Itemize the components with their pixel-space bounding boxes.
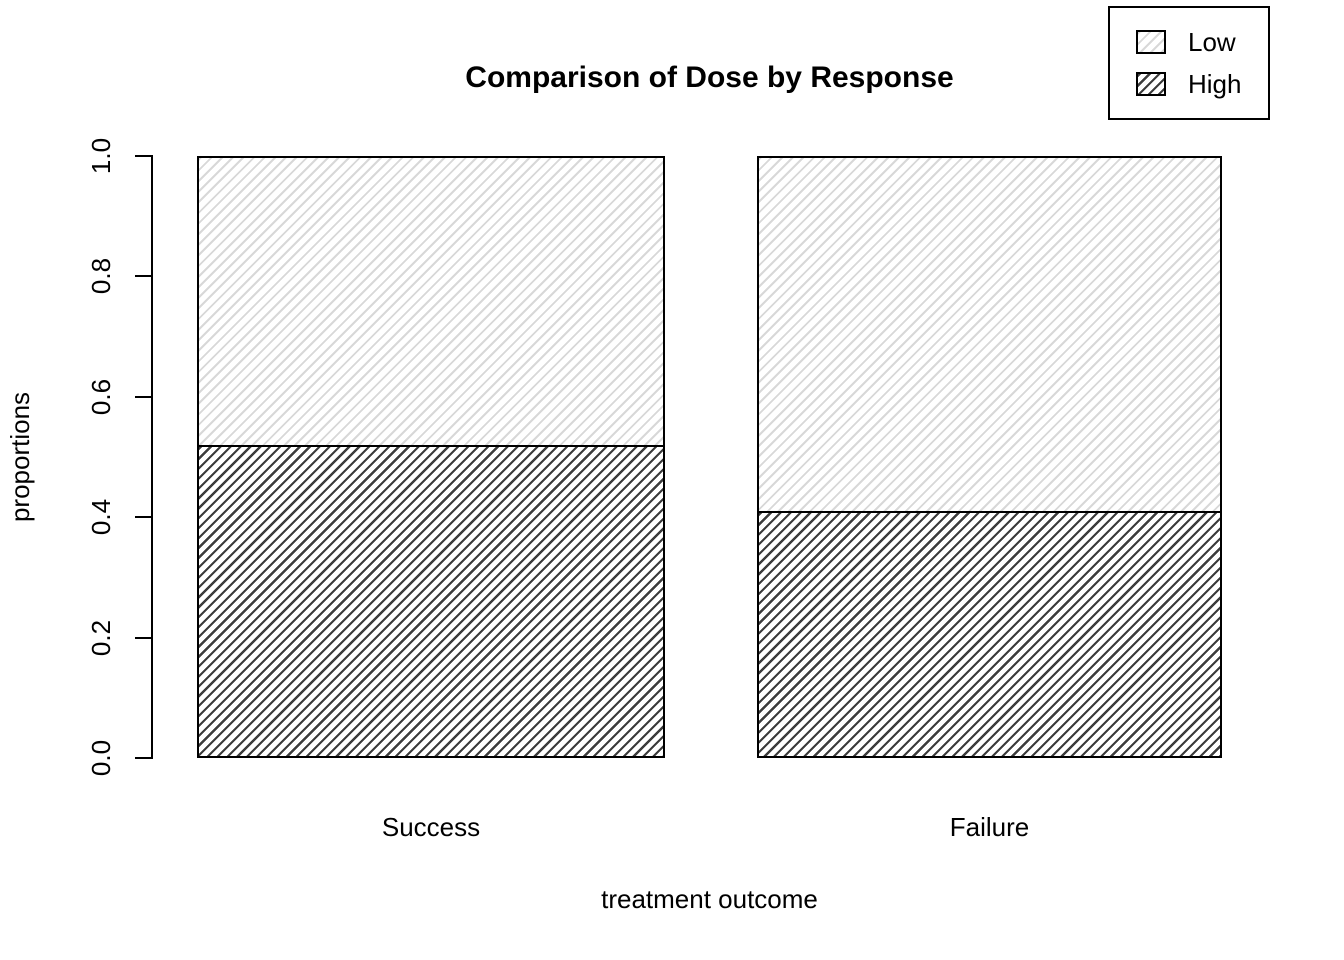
- legend-item-low: Low: [1136, 27, 1268, 57]
- x-category-label-success: Success: [381, 812, 481, 842]
- y-axis-tick: [135, 395, 151, 398]
- x-axis-label: treatment outcome: [601, 884, 818, 914]
- bar-failure-high-segment: [757, 511, 1222, 758]
- y-axis-label: proportions: [5, 391, 35, 523]
- y-axis-tick-label: 0.4: [86, 499, 116, 536]
- y-axis-tick-label: 0.8: [86, 258, 116, 295]
- y-axis-tick: [135, 757, 151, 759]
- y-axis-tick: [135, 516, 151, 519]
- x-category-label-failure: Failure: [949, 812, 1030, 842]
- bar-success: [197, 156, 665, 758]
- bar-success-low-segment: [197, 156, 665, 447]
- y-axis-tick: [135, 275, 151, 278]
- chart-title: Comparison of Dose by Response: [465, 61, 954, 94]
- y-axis-tick: [135, 636, 151, 639]
- y-axis-tick-label: 0.0: [86, 739, 116, 777]
- y-axis-tick: [135, 155, 151, 157]
- legend-swatch-high-icon: [1136, 72, 1166, 96]
- legend-item-high: High: [1136, 69, 1268, 99]
- bar-success-high-segment: [197, 445, 665, 758]
- bar-failure-low-segment: [757, 156, 1222, 513]
- legend-swatch-low-icon: [1136, 30, 1166, 54]
- y-axis-tick-label: 0.2: [86, 619, 116, 656]
- legend: Low High: [1108, 6, 1270, 120]
- legend-label-high: High: [1188, 69, 1242, 99]
- legend-label-low: Low: [1188, 27, 1236, 57]
- bar-failure: [757, 156, 1222, 758]
- y-axis-line: [151, 155, 153, 759]
- y-axis-tick-label: 1.0: [86, 137, 116, 175]
- y-axis-tick-label: 0.6: [86, 378, 116, 415]
